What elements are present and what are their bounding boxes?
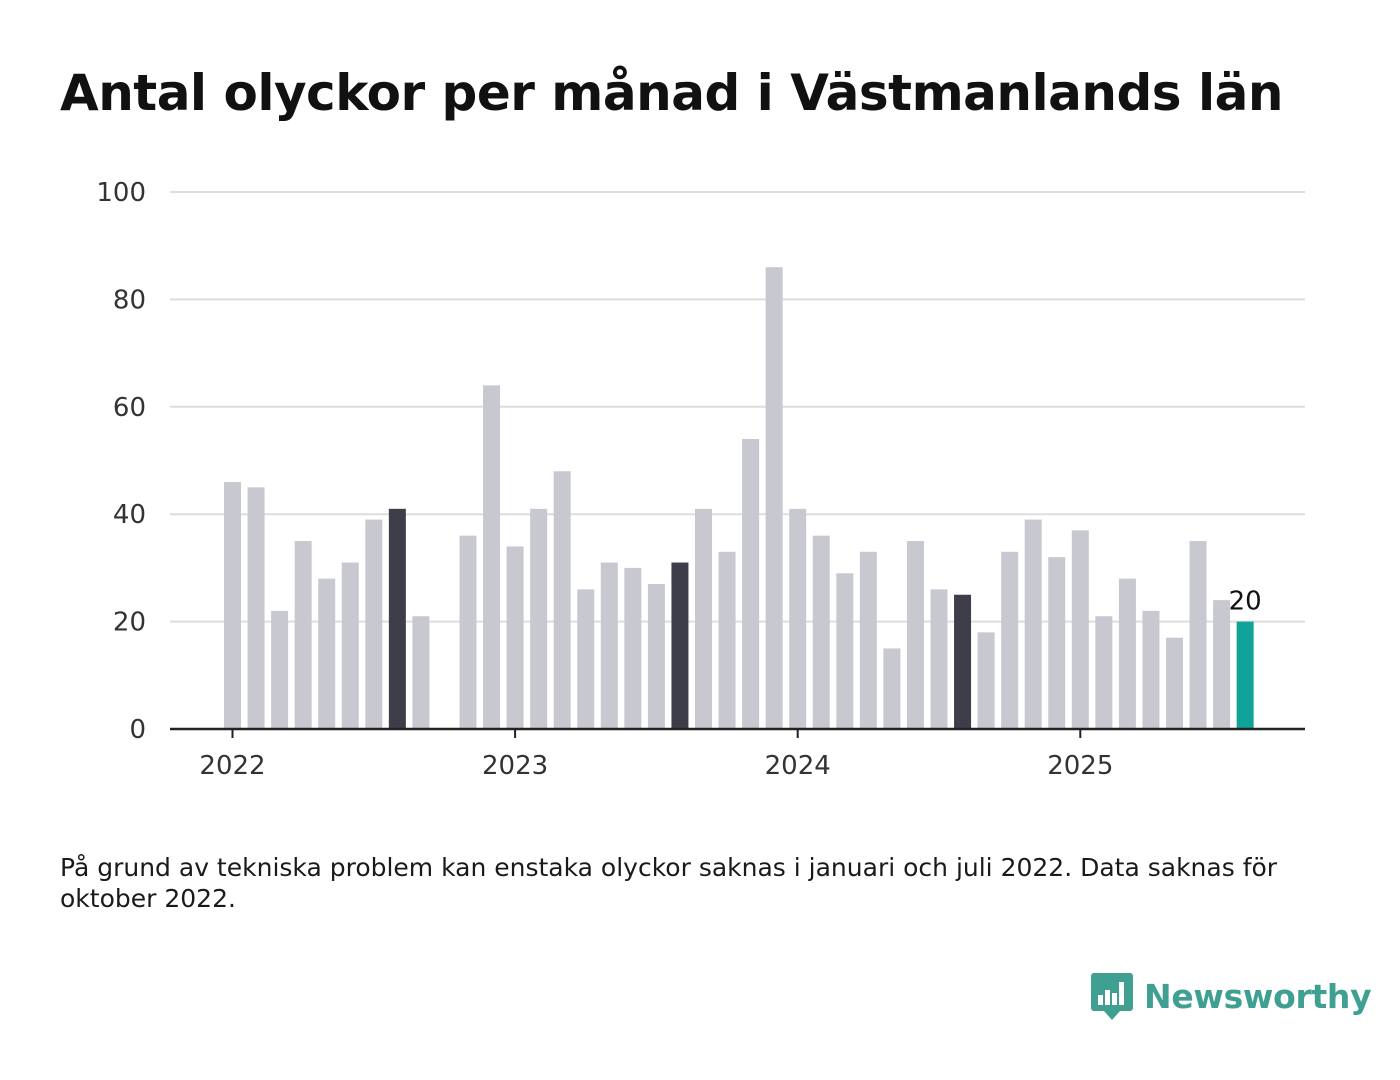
bar-2023-06: [624, 567, 642, 729]
bar-2022-05: [318, 578, 336, 729]
bar-2025-01: [1071, 530, 1089, 729]
bar-2023-04: [577, 589, 595, 729]
y-tick-label: 40: [113, 500, 146, 530]
bar-2022-06: [341, 562, 359, 729]
newsworthy-logo-icon: [1091, 973, 1133, 1020]
bar-2023-07: [647, 584, 665, 729]
bar-2025-04: [1142, 610, 1160, 729]
bar-2024-11: [1024, 519, 1042, 729]
bar-2025-02: [1095, 616, 1113, 729]
chart-title: Antal olyckor per månad i Västmanlands l…: [60, 64, 1283, 122]
y-axis-ticks: 0 20 40 60 80 100: [96, 178, 146, 745]
brand-logo[interactable]: Newsworthy: [1090, 970, 1372, 1022]
bar-2024-05: [883, 648, 901, 729]
footnote: På grund av tekniska problem kan enstaka…: [60, 853, 1278, 913]
bars: [224, 267, 1254, 729]
bar-2024-07: [930, 589, 948, 729]
bar-2022-11: [459, 535, 477, 729]
bar-2022-03: [271, 610, 289, 729]
bar-2024-01: [789, 508, 807, 729]
bar-2024-08: [954, 594, 972, 729]
bar-2025-05: [1166, 637, 1183, 729]
gridlines: [170, 191, 1305, 623]
x-tick-label: 2025: [1047, 751, 1113, 781]
bar-2022-08: [388, 508, 406, 729]
bar-2025-03: [1118, 578, 1136, 729]
bar-2023-09: [695, 508, 712, 729]
bar-2024-10: [1001, 551, 1019, 729]
bar-2023-11: [742, 439, 760, 729]
brand-name: Newsworthy: [1144, 976, 1372, 1016]
x-axis: 2022 2023 2024 2025: [170, 727, 1305, 781]
y-tick-label: 20: [113, 608, 146, 638]
bar-2025-07: [1213, 600, 1231, 729]
bar-2023-01: [506, 546, 524, 729]
bar-2022-01: [224, 481, 241, 729]
data-labels: 20: [1229, 587, 1262, 617]
bar-2024-09: [977, 632, 995, 729]
bar-2023-08: [671, 562, 689, 729]
bar-2022-02: [247, 487, 265, 729]
bar-2023-03: [553, 471, 571, 729]
y-tick-label: 80: [113, 285, 146, 315]
bar-2022-04: [294, 541, 312, 729]
bar-2024-12: [1048, 557, 1066, 729]
x-tick-label: 2024: [765, 751, 831, 781]
bar-2024-04: [859, 551, 877, 729]
y-tick-label: 60: [113, 393, 146, 423]
bar-2023-10: [718, 551, 736, 729]
bar-2022-12: [483, 385, 501, 729]
bar-2022-09: [412, 616, 430, 729]
y-tick-label: 100: [96, 178, 146, 208]
x-tick-label: 2022: [199, 751, 265, 781]
bar-2024-02: [812, 535, 830, 729]
data-label: 20: [1229, 587, 1262, 617]
bar-2023-12: [765, 267, 783, 729]
y-tick-label: 0: [129, 715, 146, 745]
bar-chart: 0 20 40 60 80 100 2022 2023 2024 2025 20: [96, 178, 1305, 781]
bar-2024-06: [906, 541, 924, 729]
x-tick-label: 2023: [482, 751, 548, 781]
bar-2025-06: [1189, 541, 1207, 729]
bar-2022-07: [365, 519, 383, 729]
bar-2023-02: [530, 508, 548, 729]
bar-2025-08: [1236, 621, 1254, 729]
bar-2023-05: [600, 562, 618, 729]
bar-2024-03: [836, 573, 854, 729]
